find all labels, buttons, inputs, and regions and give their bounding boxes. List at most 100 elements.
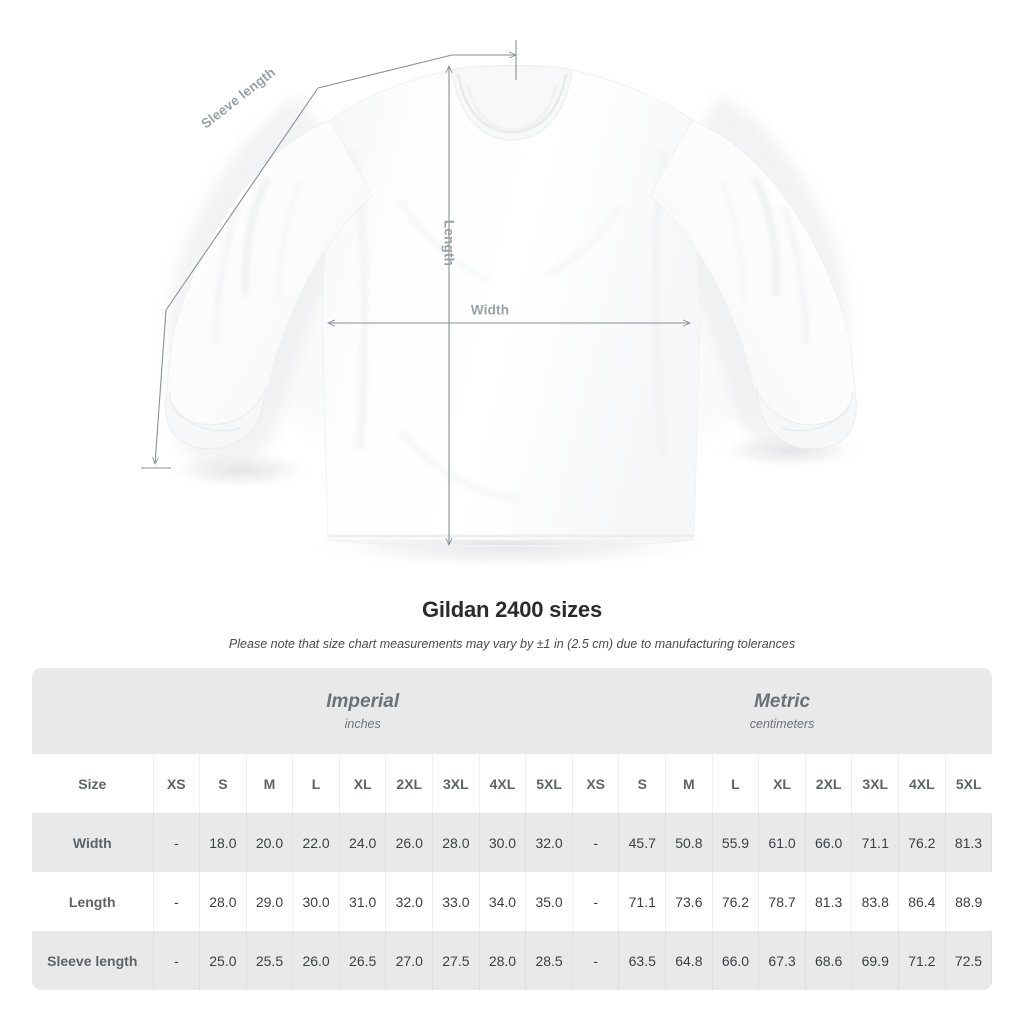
cell-sleeve-metric-3xl: 69.9 — [851, 931, 900, 990]
unit-header-imperial: Imperial inches — [153, 668, 573, 754]
cell-width-imperial-m: 20.0 — [246, 813, 294, 872]
cell-sleeve-imperial-xs: - — [153, 931, 201, 990]
cell-sleeve-metric-xl: 67.3 — [758, 931, 806, 990]
cell-sleeve-metric-m: 64.8 — [665, 931, 713, 990]
imperial-label: Imperial — [326, 690, 400, 712]
size-col-metric-l: L — [712, 754, 760, 813]
size-col-metric-m: M — [665, 754, 713, 813]
cell-sleeve-metric-xs: - — [572, 931, 620, 990]
cell-length-metric-l: 76.2 — [712, 872, 760, 931]
tolerance-note: Please note that size chart measurements… — [228, 637, 796, 651]
cell-length-imperial-s: 28.0 — [199, 872, 247, 931]
metric-label: Metric — [754, 690, 811, 712]
cell-width-imperial-5xl: 32.0 — [525, 813, 573, 872]
unit-header-row: Imperial inches Metric centimeters — [32, 668, 992, 754]
cell-width-imperial-s: 18.0 — [199, 813, 247, 872]
cell-length-metric-m: 73.6 — [665, 872, 713, 931]
cell-sleeve-metric-4xl: 71.2 — [898, 931, 946, 990]
cell-sleeve-metric-2xl: 68.6 — [805, 931, 853, 990]
size-col-imperial-l: L — [292, 754, 340, 813]
size-header-row: Size XS S M L XL 2XL 3XL 4XL 5XL XS S M … — [32, 754, 992, 813]
cell-width-metric-l: 55.9 — [712, 813, 760, 872]
size-col-metric-2xl: 2XL — [805, 754, 853, 813]
cell-width-imperial-xs: - — [153, 813, 201, 872]
cell-length-imperial-l: 30.0 — [292, 872, 340, 931]
garment-illustration: Sleeve length Length Width — [141, 40, 1024, 575]
length-annotation-label: Length — [441, 219, 457, 267]
table-row-length: Length - 28.0 29.0 30.0 31.0 32.0 33.0 3… — [32, 872, 992, 931]
size-col-imperial-s: S — [199, 754, 247, 813]
cell-length-imperial-xs: - — [153, 872, 201, 931]
size-col-metric-xs: XS — [572, 754, 620, 813]
size-col-imperial-2xl: 2XL — [385, 754, 434, 813]
long-sleeve-shirt-graphic — [162, 64, 868, 571]
cell-length-imperial-m: 29.0 — [246, 872, 294, 931]
cell-width-imperial-xl: 24.0 — [339, 813, 387, 872]
cell-sleeve-metric-s: 63.5 — [618, 931, 667, 990]
size-col-metric-s: S — [618, 754, 667, 813]
cell-sleeve-imperial-s: 25.0 — [199, 931, 247, 990]
cell-length-metric-xs: - — [572, 872, 620, 931]
cell-width-imperial-3xl: 28.0 — [432, 813, 480, 872]
cell-length-metric-xl: 78.7 — [758, 872, 806, 931]
table-row-sleeve-length: Sleeve length - 25.0 25.5 26.0 26.5 27.0… — [32, 931, 992, 990]
size-col-imperial-3xl: 3XL — [432, 754, 480, 813]
cell-width-metric-4xl: 76.2 — [898, 813, 946, 872]
size-header-label: Size — [32, 754, 154, 813]
size-col-metric-xl: XL — [758, 754, 806, 813]
title-block: Gildan 2400 sizes Please note that size … — [0, 596, 1024, 652]
cell-width-imperial-2xl: 26.0 — [385, 813, 434, 872]
size-col-metric-4xl: 4XL — [898, 754, 946, 813]
cell-length-imperial-3xl: 33.0 — [432, 872, 480, 931]
cell-width-metric-2xl: 66.0 — [805, 813, 853, 872]
row-label-length: Length — [32, 872, 154, 931]
metric-unit: centimeters — [749, 716, 815, 731]
cell-length-metric-2xl: 81.3 — [805, 872, 853, 931]
cell-width-metric-3xl: 71.1 — [851, 813, 900, 872]
measurement-arrows — [141, 40, 1024, 575]
cell-length-imperial-2xl: 32.0 — [385, 872, 434, 931]
cell-sleeve-metric-5xl: 72.5 — [945, 931, 992, 990]
cell-length-metric-5xl: 88.9 — [945, 872, 992, 931]
cell-width-metric-5xl: 81.3 — [945, 813, 992, 872]
width-annotation-label: Width — [470, 302, 510, 318]
table-row-width: Width - 18.0 20.0 22.0 24.0 26.0 28.0 30… — [32, 813, 992, 872]
cell-width-metric-s: 45.7 — [618, 813, 667, 872]
unit-header-spacer — [32, 668, 153, 754]
cell-sleeve-imperial-5xl: 28.5 — [525, 931, 573, 990]
imperial-unit: inches — [344, 716, 381, 731]
cell-sleeve-imperial-3xl: 27.5 — [432, 931, 480, 990]
size-col-imperial-4xl: 4XL — [479, 754, 527, 813]
row-label-sleeve-length: Sleeve length — [32, 931, 154, 990]
cell-sleeve-imperial-2xl: 27.0 — [385, 931, 434, 990]
cell-sleeve-imperial-m: 25.5 — [246, 931, 294, 990]
unit-header-metric: Metric centimeters — [572, 668, 992, 754]
size-col-imperial-m: M — [246, 754, 294, 813]
cell-sleeve-imperial-4xl: 28.0 — [479, 931, 527, 990]
cell-length-imperial-xl: 31.0 — [339, 872, 387, 931]
cell-width-metric-xs: - — [572, 813, 620, 872]
size-table-container: Imperial inches Metric centimeters Size … — [32, 668, 992, 990]
sleeve-length-arrow — [141, 40, 516, 469]
cell-length-imperial-4xl: 34.0 — [479, 872, 527, 931]
cell-length-metric-4xl: 86.4 — [898, 872, 946, 931]
cell-sleeve-metric-l: 66.0 — [712, 931, 760, 990]
size-col-metric-3xl: 3XL — [851, 754, 900, 813]
cell-width-imperial-4xl: 30.0 — [479, 813, 527, 872]
cell-sleeve-imperial-xl: 26.5 — [339, 931, 387, 990]
cell-length-metric-s: 71.1 — [618, 872, 667, 931]
size-col-metric-5xl: 5XL — [945, 754, 992, 813]
cell-width-metric-m: 50.8 — [665, 813, 713, 872]
size-col-imperial-5xl: 5XL — [525, 754, 573, 813]
size-table: Imperial inches Metric centimeters Size … — [32, 668, 992, 990]
cell-width-metric-xl: 61.0 — [758, 813, 806, 872]
cell-length-metric-3xl: 83.8 — [851, 872, 900, 931]
size-col-imperial-xl: XL — [339, 754, 387, 813]
size-col-imperial-xs: XS — [153, 754, 201, 813]
page-title: Gildan 2400 sizes — [421, 597, 603, 622]
cell-length-imperial-5xl: 35.0 — [525, 872, 573, 931]
cell-width-imperial-l: 22.0 — [292, 813, 340, 872]
cell-sleeve-imperial-l: 26.0 — [292, 931, 340, 990]
row-label-width: Width — [32, 813, 154, 872]
